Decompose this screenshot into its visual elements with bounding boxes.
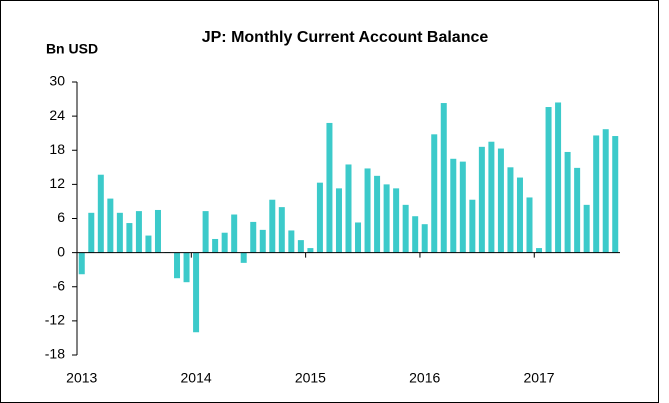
bar [478,146,485,253]
bar [536,248,543,253]
bar [183,252,190,283]
bar [345,164,352,253]
x-tick-label: 2013 [66,370,97,386]
bar [545,107,552,253]
bar [231,214,238,253]
bar [374,175,381,253]
bar [459,161,466,253]
bar [307,248,314,253]
bar [97,174,104,253]
bar [431,134,438,253]
y-tick-label: -12 [45,312,65,328]
bar [440,103,447,253]
x-tick-label: 2015 [295,370,326,386]
x-tick-label: 2017 [523,370,554,386]
bar [402,204,409,253]
bar [421,224,428,253]
bar [202,211,209,253]
bar [135,211,142,253]
bar [526,197,533,253]
bar [174,252,181,279]
bar [193,252,200,333]
bar [355,222,362,253]
bar [555,102,562,253]
bar [583,204,590,253]
bar [574,167,581,253]
bar [335,188,342,253]
bar [107,198,114,253]
y-tick-label: 18 [49,141,65,157]
y-tick-label: -18 [45,346,65,362]
bar [78,252,85,275]
bar [383,184,390,253]
y-tick-label: 30 [49,73,65,89]
bar [488,141,495,253]
x-tick-label: 2014 [181,370,212,386]
bar [469,199,476,253]
bar [278,207,285,253]
bar [288,230,295,253]
bar [259,229,266,253]
bar [116,212,123,253]
bar [516,177,523,253]
bar [297,240,304,253]
y-tick-label: 0 [57,243,65,259]
bar [507,167,514,253]
bar [593,135,600,253]
bar [126,223,133,253]
bar [564,151,571,253]
bar [269,199,276,253]
y-tick-label: 24 [49,107,65,123]
bar [240,252,247,263]
bar [612,136,619,253]
y-tick-label: -6 [53,277,66,293]
bar [221,232,228,253]
y-tick-label: 6 [57,209,65,225]
y-tick-label: 12 [49,175,65,191]
y-axis-label: Bn USD [46,41,98,57]
bar [326,122,333,253]
bar [602,129,609,253]
chart-title: JP: Monthly Current Account Balance [202,29,489,46]
bar [316,182,323,253]
bar [88,212,95,253]
bar [212,238,219,253]
x-tick-label: 2016 [409,370,440,386]
bar [154,209,161,253]
bar [393,188,400,253]
bar [450,158,457,253]
bar [497,148,504,253]
bar [250,221,257,253]
bar [145,235,152,253]
bar [412,216,419,253]
bar [364,168,371,253]
